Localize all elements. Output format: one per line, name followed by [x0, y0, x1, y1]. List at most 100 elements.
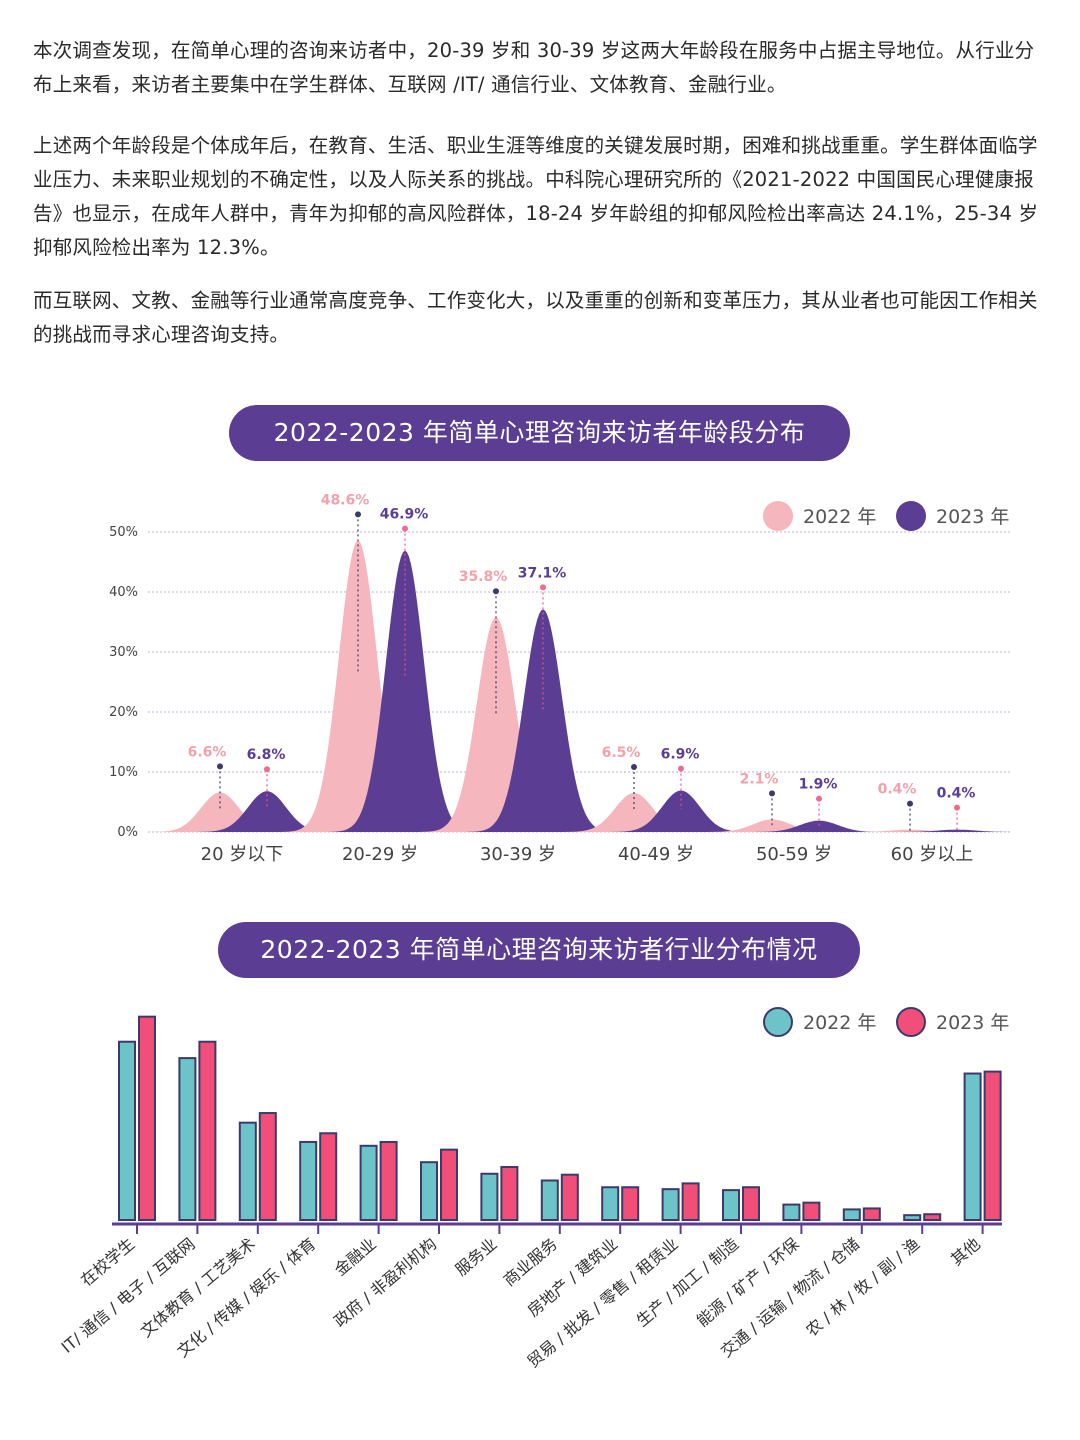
indicator-dot — [493, 588, 499, 595]
x-category-group: 能源 / 矿产 / 环保 — [693, 1234, 803, 1330]
x-category-group: 生产 / 加工 / 制造 — [633, 1234, 743, 1330]
bar-2022 — [420, 1161, 438, 1222]
y-tick-label: 40% — [109, 585, 138, 600]
bell-2023 — [881, 829, 1033, 832]
y-tick-label: 20% — [109, 705, 138, 720]
data-label-2023: 6.9% — [661, 747, 700, 763]
bar-2023 — [319, 1132, 338, 1221]
bar-2022 — [480, 1172, 499, 1221]
indicator-dot — [217, 763, 223, 770]
bar-2023 — [621, 1186, 640, 1221]
bell-2023 — [605, 790, 757, 832]
x-category-label: 政府 / 非盈利机构 — [330, 1234, 440, 1331]
data-label-2023: 0.4% — [937, 786, 976, 802]
x-category-label: 50-59 岁 — [756, 844, 832, 865]
bar-2022 — [359, 1144, 378, 1221]
bell-2022 — [696, 819, 848, 832]
bar-2022 — [661, 1188, 680, 1221]
indicator-dot — [355, 511, 361, 518]
x-category-label: 20 岁以下 — [201, 844, 284, 865]
bell-2022 — [834, 829, 986, 832]
bell-2022 — [282, 540, 434, 832]
indicator-dot — [540, 584, 546, 591]
legend-swatch — [763, 501, 793, 531]
bell-2023 — [329, 550, 481, 832]
bar-2022 — [118, 1040, 136, 1221]
legend-label: 2022 年 — [803, 506, 876, 528]
data-label-2023: 1.9% — [799, 777, 838, 793]
bar-2023 — [258, 1112, 277, 1221]
y-tick-label: 50% — [109, 525, 138, 540]
x-category-group: 金融业 — [331, 1234, 380, 1279]
x-category-label: 40-49 岁 — [618, 844, 694, 865]
legend-swatch — [896, 501, 926, 531]
y-tick-label: 30% — [109, 645, 138, 660]
x-category-group: 农 / 林 / 牧 / 副 / 渔 — [802, 1234, 923, 1340]
legend-label: 2022 年 — [803, 1012, 876, 1034]
x-category-label: 30-39 岁 — [480, 844, 556, 865]
bar-2023 — [923, 1213, 942, 1222]
bar-2023 — [862, 1207, 881, 1222]
bar-2023 — [802, 1201, 821, 1221]
bar-2023 — [198, 1040, 217, 1221]
indicator-dot — [954, 804, 960, 811]
y-tick-label: 0% — [117, 825, 138, 840]
x-category-label: 服务业 — [452, 1234, 501, 1279]
bar-2022 — [903, 1214, 922, 1222]
bar-2022 — [178, 1057, 197, 1222]
x-category-label: 能源 / 矿产 / 环保 — [693, 1234, 803, 1330]
x-category-group: 政府 / 非盈利机构 — [330, 1234, 440, 1331]
bell-2022 — [420, 617, 572, 832]
data-label-2022: 6.6% — [188, 744, 227, 760]
bar-2022 — [782, 1203, 801, 1221]
bar-2023 — [742, 1186, 760, 1221]
industry-chart-title: 2022-2023 年简单心理咨询来访者行业分布情况 — [218, 922, 860, 978]
x-category-label: 生产 / 加工 / 制造 — [633, 1234, 743, 1330]
bar-2023 — [560, 1173, 579, 1221]
data-label-2023: 6.8% — [247, 747, 286, 763]
data-label-2022: 2.1% — [740, 771, 779, 787]
legend-swatch — [763, 1007, 793, 1037]
bar-2022 — [601, 1186, 620, 1221]
x-category-group: 服务业 — [452, 1234, 501, 1279]
indicator-dot — [631, 764, 637, 770]
indicator-dot — [402, 525, 408, 532]
bell-2022 — [144, 792, 296, 832]
bar-2023 — [138, 1015, 156, 1221]
bar-2022 — [842, 1208, 861, 1221]
bell-2023 — [467, 609, 619, 832]
x-category-label: 60 岁以上 — [891, 844, 974, 865]
bar-2022 — [963, 1072, 982, 1222]
age-distribution-chart: 0% 10% 20% 30% 40% 50% 2022 年 2023 年 6.6% 6.8% 20 … — [109, 492, 1033, 865]
data-label-2022: 6.5% — [602, 745, 641, 761]
bell-2022 — [558, 793, 710, 832]
data-label-2022: 0.4% — [878, 782, 917, 798]
legend-label: 2023 年 — [936, 506, 1009, 528]
indicator-dot — [264, 766, 270, 773]
bar-2022 — [299, 1140, 318, 1221]
x-category-label: 金融业 — [331, 1234, 380, 1279]
x-category-group: 其他 — [947, 1234, 984, 1269]
data-label-2023: 37.1% — [518, 565, 567, 581]
intro-paragraph-1: 本次调查发现，在简单心理的咨询来访者中，20-39 岁和 30-39 岁这两大年… — [33, 39, 1035, 96]
data-label-2023: 46.9% — [380, 507, 429, 523]
indicator-dot — [769, 790, 775, 797]
bar-2022 — [722, 1189, 740, 1221]
bell-2023 — [191, 791, 343, 832]
bar-2022 — [540, 1179, 559, 1221]
legend-swatch — [896, 1007, 926, 1037]
bar-2022 — [238, 1121, 257, 1221]
bar-2023 — [983, 1070, 1002, 1221]
legend-label: 2023 年 — [936, 1012, 1009, 1034]
bar-2023 — [500, 1166, 519, 1221]
x-category-label: 20-29 岁 — [342, 844, 418, 865]
intro-paragraph-3: 而互联网、文教、金融等行业通常高度竞争、工作变化大，以及重重的创新和变革压力，其… — [33, 289, 1038, 346]
y-tick-label: 10% — [109, 765, 138, 780]
data-label-2022: 35.8% — [459, 569, 508, 585]
bar-2023 — [440, 1148, 458, 1221]
data-label-2022: 48.6% — [321, 492, 370, 508]
bell-2023 — [743, 820, 895, 832]
intro-paragraph-2: 上述两个年龄段是个体成年后，在教育、生活、职业生涯等维度的关键发展时期，困难和挑… — [33, 134, 1039, 259]
indicator-dot — [907, 800, 913, 807]
